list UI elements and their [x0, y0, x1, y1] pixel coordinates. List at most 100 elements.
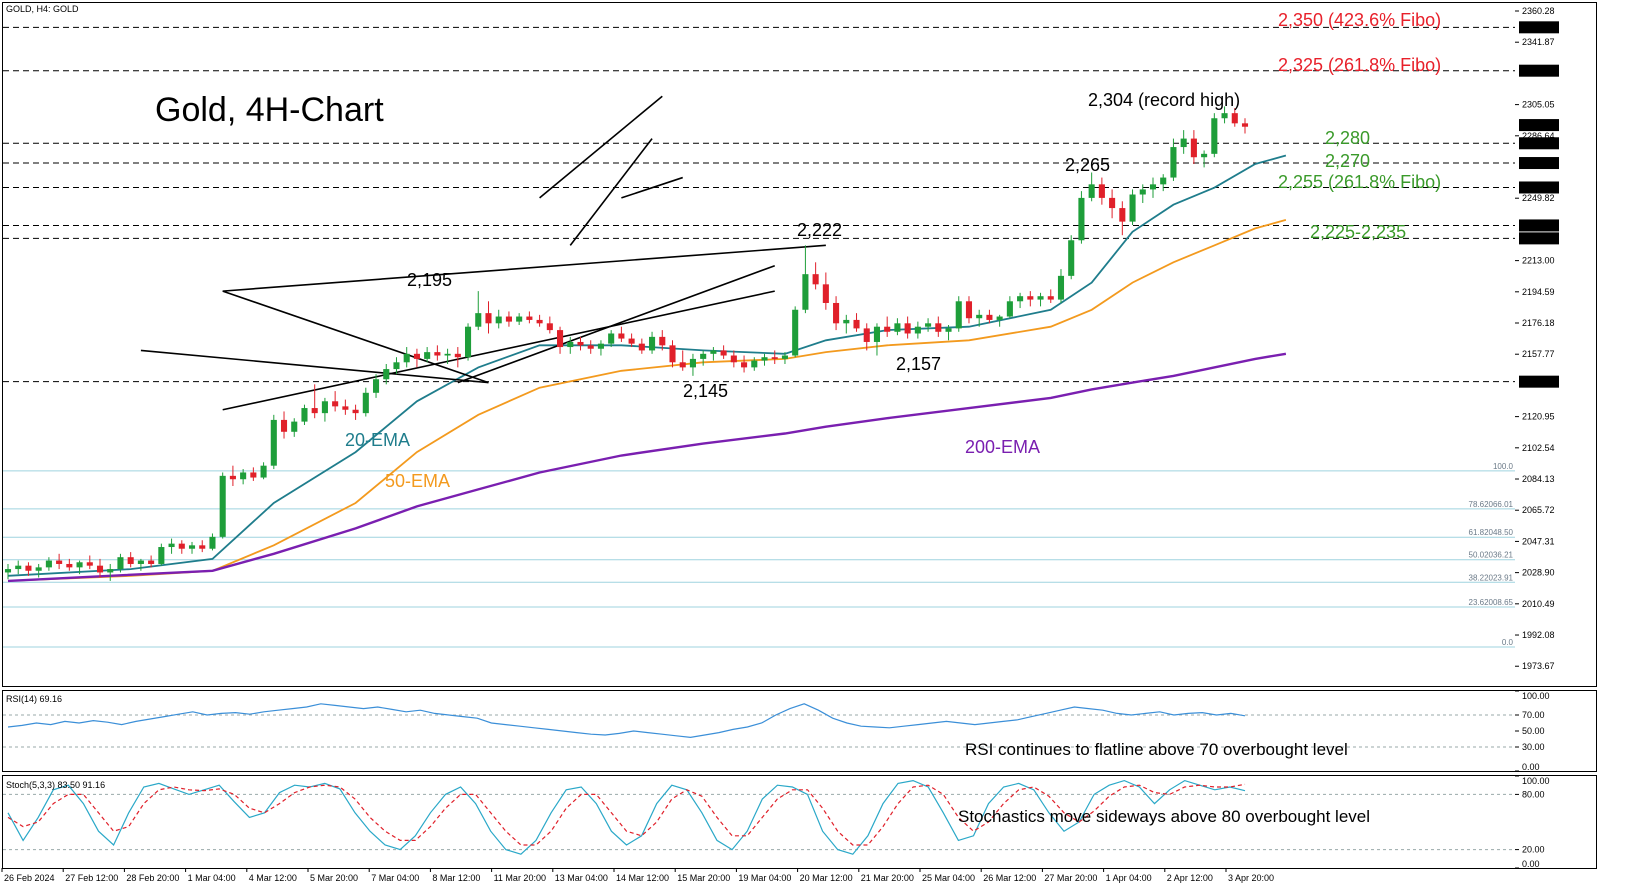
candle-body	[526, 316, 533, 320]
candle-body	[250, 472, 257, 478]
price-tag	[1519, 232, 1559, 245]
price-tick-label: 2120.95	[1522, 412, 1555, 422]
fib-label: 23.62008.65	[1469, 598, 1514, 607]
candle-body	[894, 323, 901, 332]
price-tick-label: 2102.54	[1522, 443, 1555, 453]
price-tag	[1519, 64, 1559, 77]
level-label-2325: 2,325 (261.8% Fibo)	[1278, 55, 1441, 75]
trendline	[457, 264, 776, 384]
candle-body	[240, 472, 247, 480]
stoch-k-line	[7, 779, 1246, 855]
ema-line	[7, 352, 1287, 583]
time-axis: 26 Feb 2024 27 Feb 12:00 28 Feb 20:00 1 Mar…	[1, 868, 1274, 883]
level-label-2255: 2,255 (261.8% Fibo)	[1278, 172, 1441, 192]
price-tick-label: 2286.64	[1522, 131, 1555, 141]
price-tick-label: 1973.67	[1522, 661, 1555, 671]
time-tick-label: 1 Apr 04:00	[1106, 873, 1152, 883]
rsi-line	[7, 703, 1246, 739]
candle-body	[270, 419, 277, 466]
candle-body	[219, 475, 226, 537]
time-tick-label: 3 Apr 20:00	[1228, 873, 1274, 883]
price-axis: 2360.28 2341.87 2305.05 2286.64 2249.82 2213.…	[1515, 6, 1555, 671]
time-tick-label: 27 Mar 20:00	[1044, 873, 1097, 883]
candle-body	[1068, 240, 1075, 276]
candle-body	[751, 360, 758, 368]
price-tick-label: 2213.00	[1522, 256, 1555, 266]
stoch-tick-label: 0.00	[1522, 859, 1540, 869]
price-tag	[1519, 181, 1559, 194]
candle-body	[546, 323, 553, 331]
price-tags: 2350.65 2325.06 2292.97 2282.23 2270.57 2256.…	[1519, 21, 1559, 388]
price-tick-label: 2249.82	[1522, 193, 1555, 203]
level-label-2280: 2,280	[1325, 128, 1370, 148]
rsi-indicator: 100.00 70.00 50.00 30.00 0.00	[3, 690, 1550, 772]
annotation-record-high: 2,304 (record high)	[1088, 90, 1240, 110]
price-tag-label: 2226.12	[1522, 233, 1555, 243]
candle-body	[1160, 177, 1167, 185]
price-tag	[1519, 137, 1559, 150]
time-tick-label: 11 Mar 20:00	[494, 873, 546, 883]
candle-body	[434, 352, 441, 356]
rsi-panel	[2, 690, 1597, 772]
price-tag	[1519, 375, 1559, 388]
fib-label: 38.22023.91	[1469, 573, 1514, 582]
rsi-tick-label: 0.00	[1522, 762, 1540, 772]
candle-body	[158, 547, 165, 564]
annotation-2157: 2,157	[896, 354, 941, 374]
price-tick-label: 1992.08	[1522, 630, 1555, 640]
candle-body	[148, 560, 155, 564]
time-tick-label: 15 Mar 20:00	[677, 873, 730, 883]
candle-body	[1078, 197, 1085, 241]
price-tick-label: 2047.31	[1522, 536, 1555, 546]
candle-body	[311, 408, 318, 414]
time-tick-label: 1 Mar 04:00	[188, 873, 236, 883]
candle-body	[495, 316, 502, 324]
price-tick-label: 2084.13	[1522, 474, 1555, 484]
stoch-note: Stochastics move sideways above 80 overb…	[958, 807, 1370, 826]
stoch-tick-label: 80.00	[1522, 789, 1545, 799]
candle-body	[710, 350, 717, 354]
candle-body	[536, 319, 543, 324]
candle-body	[1006, 301, 1013, 317]
candle-body	[649, 336, 656, 351]
candle-body	[996, 316, 1003, 320]
candle-body	[597, 343, 604, 349]
candle-body	[127, 557, 134, 564]
candle-body	[781, 355, 789, 359]
price-tag-label: 2325.06	[1522, 66, 1555, 76]
candle-body	[833, 302, 840, 324]
rsi-note: RSI continues to flatline above 70 overb…	[965, 740, 1348, 759]
candle-body	[741, 362, 748, 368]
candle-body	[1190, 138, 1197, 158]
candle-body	[372, 379, 380, 393]
candle-body	[1211, 118, 1218, 154]
time-tick-label: 28 Feb 20:00	[126, 873, 179, 883]
candle-body	[66, 563, 73, 568]
price-tag	[1519, 119, 1559, 132]
candle-body	[1201, 153, 1208, 158]
candle-body	[884, 326, 891, 332]
candle-body	[730, 355, 737, 363]
price-tag-label: 2292.97	[1522, 120, 1555, 130]
time-tick-label: 2 Apr 12:00	[1167, 873, 1213, 883]
candle-body	[362, 392, 369, 414]
candle-body	[822, 284, 829, 303]
stochastic-indicator: 100.00 80.00 20.00 0.00	[3, 775, 1550, 869]
candle-body	[4, 569, 12, 573]
price-tick-label: 2360.28	[1522, 6, 1555, 16]
candle-body	[1241, 123, 1249, 127]
annotation-2265: 2,265	[1065, 155, 1110, 175]
candle-body	[700, 353, 707, 359]
candle-body	[229, 475, 236, 480]
annotation-20-ema: 20-EMA	[345, 430, 410, 450]
time-tick-label: 26 Mar 12:00	[983, 873, 1036, 883]
candle-body	[587, 345, 594, 349]
candle-body	[96, 565, 104, 573]
price-tag	[1519, 219, 1559, 232]
candle-body	[117, 557, 124, 570]
candle-body	[853, 319, 860, 329]
candle-body	[25, 565, 32, 571]
candle-body	[1149, 184, 1157, 190]
time-tick-label: 26 Feb 2024	[4, 873, 55, 883]
